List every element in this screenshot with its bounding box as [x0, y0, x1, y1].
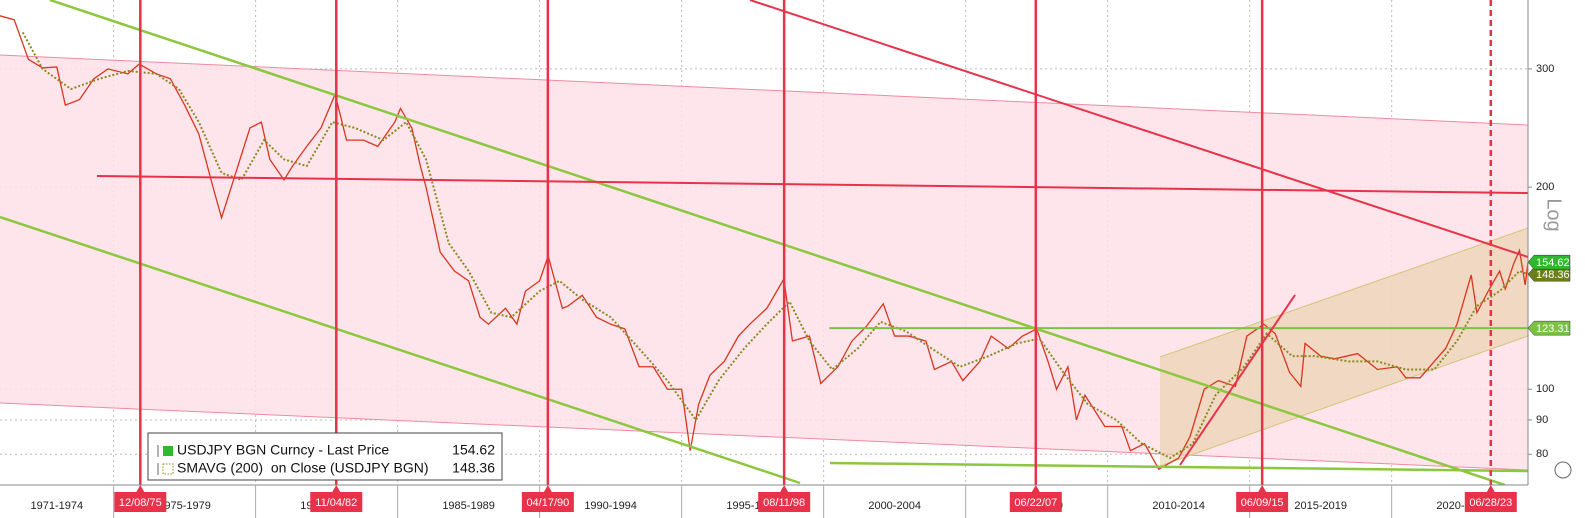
drawings	[0, 54, 1528, 471]
event-flag-pointer	[780, 485, 789, 492]
event-flag	[310, 492, 363, 512]
event-flag-pointer	[136, 485, 145, 492]
trendline	[749, 0, 1528, 258]
x-period-label: 2000-2004	[868, 500, 921, 512]
x-period-label: 1990-1994	[584, 500, 637, 512]
icon	[1554, 461, 1572, 479]
event-flag	[1009, 492, 1062, 512]
event-flag-label: 06/22/07	[1014, 497, 1057, 509]
legend-swatch	[162, 463, 174, 475]
event-flag-pointer	[1486, 485, 1495, 492]
series-line	[21, 31, 1528, 460]
y-tick-label: 300	[1536, 63, 1554, 75]
value-tag	[1527, 254, 1571, 270]
event-flag	[758, 492, 811, 512]
legend-box	[147, 432, 503, 481]
event-flag-label: 08/11/98	[763, 497, 805, 509]
event-flag	[114, 492, 167, 512]
legend-value: 154.62	[452, 442, 495, 458]
trendline	[0, 215, 801, 485]
x-period-label: 1985-1989	[442, 500, 495, 512]
y-tick-label: 90	[1536, 414, 1548, 426]
plot	[0, 15, 1528, 471]
event-flag	[1236, 492, 1289, 512]
tan-channel	[1160, 228, 1528, 466]
channel-edge	[0, 402, 1528, 471]
event-flag	[521, 492, 574, 512]
y-tick-label: 80	[1536, 448, 1548, 460]
trendline	[1179, 294, 1296, 466]
legend-value: 148.36	[452, 460, 495, 476]
value-tag-label: 148.36	[1536, 269, 1570, 281]
channel-edge	[1159, 335, 1528, 467]
y-tick-label: 200	[1536, 181, 1554, 193]
value-tag-label: 154.62	[1536, 257, 1570, 269]
event-flag-label: 04/17/90	[526, 497, 569, 509]
channel-edge	[0, 54, 1528, 126]
event-flag-pointer	[1258, 485, 1267, 492]
x-period-label: 2015-2019	[1294, 500, 1347, 512]
x-period-label: 1975-1979	[158, 500, 211, 512]
event-flag-label: 06/28/23	[1469, 497, 1512, 509]
y-axis-label: Log	[1543, 198, 1565, 231]
events	[139, 0, 1493, 485]
event-flag	[1464, 492, 1517, 512]
legend-label: USDJPY BGN Curncy - Last Price	[177, 442, 389, 458]
trendline	[829, 461, 1528, 473]
series-line	[0, 15, 1528, 471]
event-flag-label: 12/08/75	[119, 497, 162, 509]
x-period-label: 1971-1974	[30, 500, 83, 512]
x-period-label: 2010-2014	[1152, 500, 1205, 512]
legend: USDJPY BGN Curncy - Last Price 154.62 SMAV…	[147, 432, 503, 481]
event-flag-label: 06/09/15	[1241, 497, 1284, 509]
channel-edge	[1159, 227, 1528, 358]
legend-swatch	[163, 446, 173, 456]
axis-labels: 80901002003001971-19741975-19791980-1984…	[30, 63, 1571, 518]
level-tag-label: 123.31	[1536, 323, 1570, 335]
y-tick-label: 100	[1536, 383, 1554, 395]
level-tag	[1527, 320, 1571, 336]
event-flag-label: 11/04/82	[315, 497, 357, 509]
legend-label: SMAVG (200) on Close (USDJPY BGN)	[177, 460, 429, 476]
event-flag-pointer	[543, 485, 552, 492]
event-flag-pointer	[332, 485, 341, 492]
event-flag-pointer	[1031, 485, 1040, 492]
